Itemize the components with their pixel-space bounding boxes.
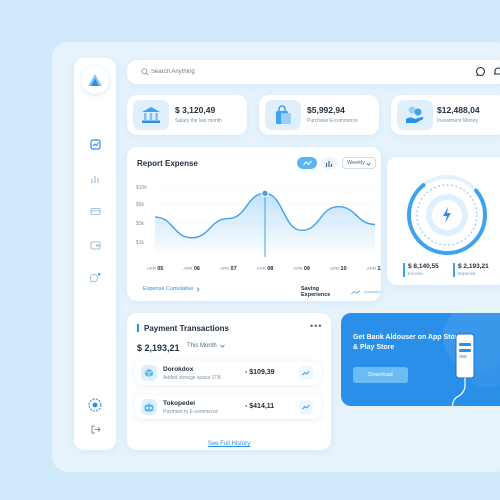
stat-card-salary[interactable]: $ 3,120,49 Salary the last month bbox=[127, 95, 247, 135]
investment-value: $12,488,04 bbox=[437, 105, 480, 115]
sidebar bbox=[74, 58, 116, 450]
stat-card-purchase[interactable]: $5,992,94 Purchase E-commerce bbox=[259, 95, 379, 135]
expense-value: $ 2,193,21 bbox=[458, 263, 489, 270]
card-icon[interactable] bbox=[89, 205, 101, 217]
balance-ring bbox=[407, 175, 487, 256]
report-title: Report Expense bbox=[137, 159, 198, 168]
income-value: $ 8,140,55 bbox=[408, 263, 439, 270]
transaction-row[interactable]: Dorokdox Added storage space 1TB - $109,… bbox=[135, 361, 321, 385]
x-tick-label: APR 11 bbox=[367, 266, 381, 272]
download-button-label: Download bbox=[368, 372, 393, 378]
line-chart-toggle[interactable] bbox=[297, 157, 317, 169]
salary-value: $ 3,120,49 bbox=[175, 105, 216, 115]
saving-experience-label: Saving Experience bbox=[301, 286, 331, 298]
transaction-desc: Added storage space 1TB bbox=[163, 375, 221, 381]
income-label: Income bbox=[408, 271, 423, 276]
download-button[interactable]: Download bbox=[353, 367, 408, 383]
chevron-down-icon bbox=[366, 162, 371, 166]
bar-chart-icon[interactable] bbox=[89, 172, 101, 184]
x-tick-label: APR 10 bbox=[330, 266, 347, 272]
purchase-value: $5,992,94 bbox=[307, 105, 345, 115]
transactions-title: Payment Transactions bbox=[144, 324, 229, 333]
y-tick-label: $10k bbox=[136, 185, 147, 191]
search-input[interactable] bbox=[151, 65, 261, 79]
phone-icon bbox=[451, 333, 475, 406]
y-tick-label: $5k bbox=[136, 202, 145, 208]
wallet-icon[interactable] bbox=[89, 239, 101, 251]
period-dropdown[interactable]: Weekly bbox=[342, 157, 376, 169]
x-tick-label: APR 08 bbox=[257, 266, 274, 272]
period-value: Weekly bbox=[347, 160, 365, 166]
expense-cumulative-label: Expense Cumulative bbox=[143, 286, 194, 292]
legend-bar bbox=[364, 291, 381, 293]
app-download-banner: Get Bank Aldouser on App Store & Play St… bbox=[341, 313, 500, 406]
transaction-name: Tokopedei bbox=[163, 400, 196, 407]
month-dropdown[interactable]: This Month bbox=[187, 343, 225, 349]
month-value: This Month bbox=[187, 343, 217, 349]
logo-icon bbox=[88, 74, 102, 86]
logout-icon[interactable] bbox=[89, 423, 101, 435]
app-logo[interactable] bbox=[81, 66, 109, 94]
report-line-chart: $10k $5k $3k $1k APR 05 APR 06 APR 07 APR 08 AP… bbox=[136, 185, 381, 272]
bar-chart-toggle[interactable] bbox=[321, 157, 337, 169]
x-tick-label: APR 09 bbox=[293, 266, 310, 272]
y-tick-label: $3k bbox=[136, 221, 145, 227]
see-full-history-link[interactable]: See Full History bbox=[207, 441, 251, 447]
trend-icon[interactable] bbox=[299, 400, 313, 414]
chevron-right-icon bbox=[197, 286, 201, 292]
saving-experience-legend: Saving Experience bbox=[301, 286, 381, 298]
message-icon[interactable] bbox=[475, 66, 486, 77]
search-icon bbox=[141, 68, 149, 76]
dashboard-icon[interactable] bbox=[89, 138, 101, 150]
x-tick-label: APR 06 bbox=[183, 266, 200, 272]
transaction-name: Dorokdox bbox=[163, 366, 194, 373]
bar-chart-icon bbox=[325, 160, 333, 167]
highlight-point[interactable] bbox=[261, 189, 269, 198]
expense-cumulative-link[interactable]: Expense Cumulative bbox=[143, 286, 201, 292]
transaction-amount: - $109,39 bbox=[245, 369, 275, 376]
purchase-label: Purchase E-commerce bbox=[307, 118, 358, 124]
x-tick-label: APR 07 bbox=[220, 266, 237, 272]
payment-transactions-card: Payment Transactions ••• $ 2,193,21 This… bbox=[127, 313, 331, 450]
hand-coins-icon bbox=[397, 100, 433, 130]
x-tick-label: APR 05 bbox=[147, 266, 164, 272]
transactions-total: $ 2,193,21 bbox=[137, 343, 180, 353]
shopping-bag-icon bbox=[265, 100, 301, 130]
balance-ring-card: $ 8,140,55 Income $ 2,193,21 Expense bbox=[387, 157, 500, 285]
settings-icon[interactable] bbox=[88, 398, 102, 412]
storage-box-icon bbox=[141, 365, 157, 381]
y-tick-label: $1k bbox=[136, 240, 145, 246]
bank-icon bbox=[133, 100, 169, 130]
salary-label: Salary the last month bbox=[175, 118, 222, 124]
lightning-icon bbox=[443, 207, 451, 223]
promo-title: Get Bank Aldouser on App Store & Play St… bbox=[353, 334, 462, 351]
expense-label: Expense bbox=[458, 271, 476, 276]
transaction-desc: Payment to E-commerce bbox=[163, 409, 219, 415]
trend-icon[interactable] bbox=[299, 366, 313, 380]
trend-up-icon bbox=[350, 290, 360, 294]
transaction-row[interactable]: Tokopedei Payment to E-commerce - $414,1… bbox=[135, 395, 321, 419]
transaction-amount: - $414,11 bbox=[245, 403, 275, 410]
stat-card-investment[interactable]: $12,488,04 Investment Money bbox=[391, 95, 500, 135]
top-bar bbox=[127, 60, 500, 84]
chevron-down-icon bbox=[219, 344, 225, 348]
robot-icon bbox=[141, 399, 157, 415]
report-expense-card: Report Expense Weekly $10k $5k $3k $1k APR … bbox=[127, 147, 381, 301]
chat-icon[interactable] bbox=[89, 272, 101, 284]
investment-label: Investment Money bbox=[437, 118, 478, 124]
bell-icon[interactable] bbox=[493, 66, 500, 77]
more-options-icon[interactable]: ••• bbox=[310, 321, 323, 331]
line-chart-icon bbox=[302, 160, 312, 165]
